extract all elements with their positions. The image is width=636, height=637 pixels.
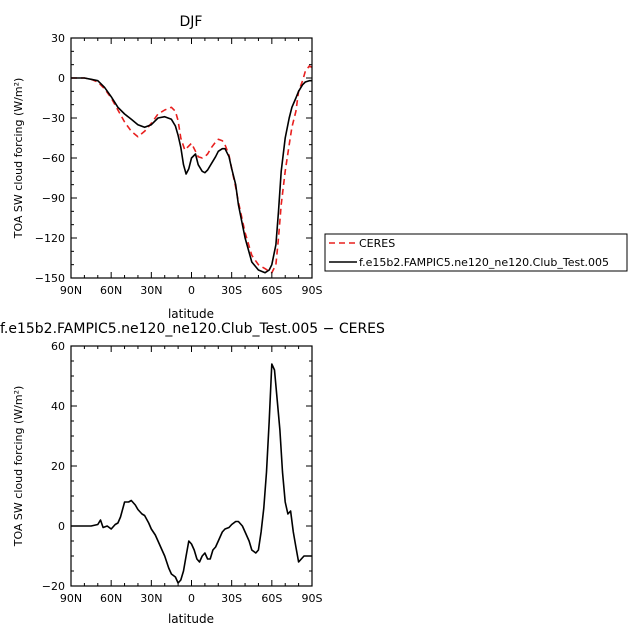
bottom-plot-area: 90N 60N 30N 0 30S 60S 90S 60 40 20 0 −20 (42, 340, 323, 605)
panel-0-ytick-label: −90 (42, 192, 65, 205)
panel-1-xtick-label: 90S (302, 592, 323, 605)
panel-0-ytick-label: −150 (35, 272, 65, 285)
panel-0-series-0-line (71, 65, 313, 274)
panel-0-series-1-line (71, 77, 312, 274)
panel-0-ytick-label: −30 (42, 112, 65, 125)
panel-1-ytick-label: 0 (58, 520, 65, 533)
top-panel-title: DJF (180, 14, 203, 30)
legend-label-model: f.e15b2.FAMPIC5.ne120_ne120.Club_Test.00… (359, 256, 609, 269)
panel-0-xtick-label: 0 (188, 284, 195, 297)
panel-0-xtick-label: 60S (261, 284, 282, 297)
panel-0-ytick-label: 30 (51, 32, 65, 45)
panel-1-xtick-label: 30S (221, 592, 242, 605)
panel-0-xtick-label: 30N (140, 284, 162, 297)
bottom-panel-title: f.e15b2.FAMPIC5.ne120_ne120.Club_Test.00… (0, 321, 385, 337)
panel-1-xtick-label: 60S (261, 592, 282, 605)
panel-0-ytick-label: −60 (42, 152, 65, 165)
panel-1-ytick-label: 60 (51, 340, 65, 353)
legend: CERES f.e15b2.FAMPIC5.ne120_ne120.Club_T… (324, 233, 628, 272)
panel-0-xtick-label: 90N (60, 284, 82, 297)
top-plot-area: 90N 60N 30N 0 30S 60S 90S 30 0 −30 −60 −90 −120 −150 (35, 32, 323, 297)
bottom-panel: f.e15b2.FAMPIC5.ne120_ne120.Club_Test.00… (0, 321, 385, 626)
legend-label-ceres: CERES (359, 237, 395, 250)
panel-1-ytick-label: 40 (51, 400, 65, 413)
panel-1-xtick-label: 30N (140, 592, 162, 605)
top-y-axis-label: TOA SW cloud forcing (W/m²) (12, 78, 25, 240)
panel-0-xtick-label: 90S (302, 284, 323, 297)
panel-1-xtick-label: 60N (100, 592, 122, 605)
panel-0-xtick-label: 60N (100, 284, 122, 297)
bottom-x-axis-label: latitude (168, 612, 214, 626)
top-panel: DJF 90N 60N 30N 0 30S 60S 90S 30 0 −30 −60 −90 −120 −… (12, 14, 323, 321)
legend-box (324, 233, 628, 272)
panel-1-ytick-label: −20 (42, 580, 65, 593)
panel-0-ytick-label: −120 (35, 232, 65, 245)
top-x-axis-label: latitude (168, 307, 214, 321)
panel-1-xtick-label: 90N (60, 592, 82, 605)
panel-0-ytick-label: 0 (58, 72, 65, 85)
bottom-y-axis-label: TOA SW cloud forcing (W/m²) (12, 386, 25, 548)
panel-1-series-0-line (71, 363, 312, 584)
panel-0-xtick-label: 30S (221, 284, 242, 297)
panel-1-ytick-label: 20 (51, 460, 65, 473)
panel-1-xtick-label: 0 (188, 592, 195, 605)
